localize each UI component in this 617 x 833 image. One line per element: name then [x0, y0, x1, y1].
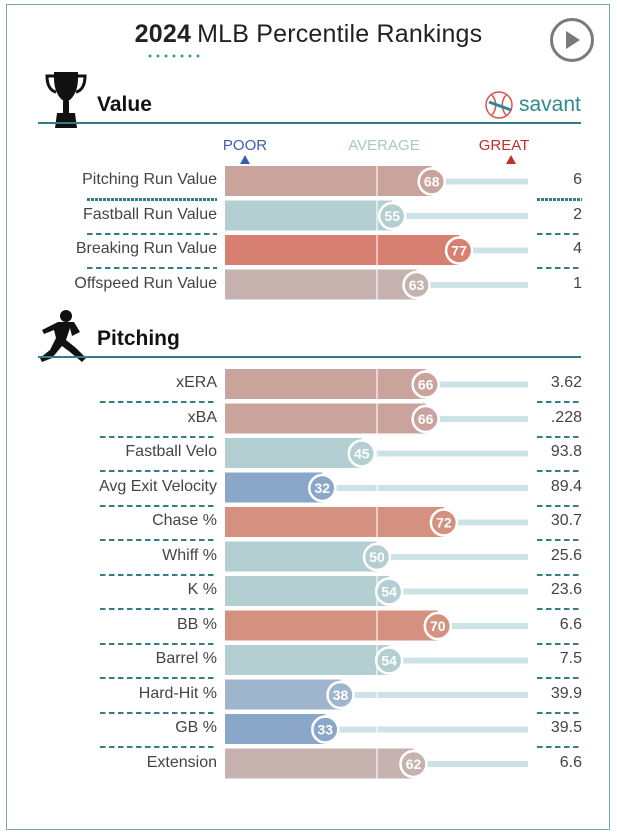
savant-brand-text: savant	[519, 93, 581, 116]
row-separator-left	[100, 435, 217, 438]
metric-label: K %	[187, 581, 217, 598]
metric-value: 39.9	[550, 684, 582, 702]
metric-row[interactable]: Breaking Run Value 4	[0, 235, 617, 267]
section-title-value: Value	[97, 93, 152, 116]
metric-value: 3.62	[550, 374, 582, 391]
row-separator-right	[537, 232, 582, 235]
section-divider-value	[38, 122, 581, 124]
metric-value: 23.6	[550, 581, 582, 598]
row-separator-right	[537, 539, 582, 541]
metric-label: Fastball Run Value	[83, 205, 217, 223]
row-separator-left	[100, 504, 217, 507]
metric-label: Chase %	[152, 512, 217, 529]
trophy-icon	[44, 70, 88, 135]
metric-label: Barrel %	[155, 650, 217, 667]
metric-label: Whiff %	[162, 546, 217, 564]
metric-value: 4	[573, 240, 582, 257]
metric-label: BB %	[176, 615, 217, 633]
metric-label: Extension	[146, 753, 217, 771]
row-separator-left	[100, 470, 217, 472]
metric-row[interactable]: BB % 6.6	[0, 611, 617, 643]
scale-label-average: AVERAGE	[348, 137, 420, 154]
metric-row[interactable]: Offspeed Run Value 1	[0, 270, 617, 302]
metric-value: 6	[573, 171, 582, 188]
metric-row[interactable]: Hard-Hit % 39.9	[0, 680, 617, 712]
metric-value: .228	[550, 408, 582, 426]
row-separator-right	[537, 198, 582, 201]
metric-row[interactable]: xBA .228	[0, 404, 617, 436]
row-separator-left	[100, 539, 217, 541]
metric-row[interactable]: xERA 3.62	[0, 369, 617, 401]
metric-value: 89.4	[550, 477, 582, 495]
metric-value: 6.6	[559, 615, 582, 633]
row-separator-left	[87, 198, 217, 201]
metric-row[interactable]: Fastball Velo 93.8	[0, 438, 617, 470]
metric-label: Breaking Run Value	[75, 240, 217, 257]
metric-label: Avg Exit Velocity	[99, 477, 217, 495]
scale-arrow-great	[506, 155, 516, 164]
metric-row[interactable]: Extension 6.6	[0, 749, 617, 781]
metric-label: Hard-Hit %	[138, 684, 217, 702]
metric-value: 1	[573, 274, 582, 292]
metric-label: GB %	[175, 719, 217, 736]
section-title-pitching: Pitching	[97, 327, 180, 350]
metric-value: 7.5	[559, 650, 582, 667]
row-separator-left	[100, 642, 217, 645]
pitcher-icon	[36, 308, 94, 369]
row-separator-right	[537, 642, 582, 645]
page-title: 2024 MLB Percentile Rankings	[135, 20, 483, 48]
play-icon	[566, 31, 580, 49]
row-separator-right	[537, 504, 582, 507]
metric-value: 6.6	[559, 753, 582, 771]
metric-value: 30.7	[550, 512, 582, 529]
row-separator-left	[87, 267, 217, 269]
row-separator-right	[537, 435, 582, 438]
metric-row[interactable]: Chase % 30.7	[0, 507, 617, 539]
metric-row[interactable]: Fastball Run Value 2	[0, 201, 617, 233]
row-separator-right	[537, 573, 582, 576]
metric-row[interactable]: Pitching Run Value 6	[0, 166, 617, 198]
row-separator-left	[100, 677, 217, 679]
title-underline-dots	[146, 54, 200, 58]
row-separator-right	[537, 677, 582, 679]
metric-row[interactable]: Barrel % 7.5	[0, 645, 617, 677]
metric-label: Fastball Velo	[125, 443, 217, 460]
metric-row[interactable]: Avg Exit Velocity 89.4	[0, 473, 617, 505]
metric-label: Offspeed Run Value	[74, 274, 217, 292]
page-title-wrap: 2024 MLB Percentile Rankings	[0, 20, 617, 49]
title-text: MLB Percentile Rankings	[197, 20, 483, 48]
metric-value: 39.5	[550, 719, 582, 736]
row-separator-left	[100, 608, 217, 610]
title-year: 2024	[134, 20, 192, 48]
metric-label: Pitching Run Value	[82, 171, 217, 188]
row-separator-right	[537, 267, 582, 269]
metric-row[interactable]: GB % 39.5	[0, 714, 617, 746]
row-separator-right	[537, 401, 582, 403]
section-divider-pitching	[38, 356, 581, 358]
row-separator-right	[537, 746, 582, 748]
metric-value: 25.6	[550, 546, 582, 564]
scale-label-great: GREAT	[478, 137, 530, 154]
baseball-icon	[485, 91, 513, 119]
play-button[interactable]	[550, 18, 594, 62]
row-separator-left	[100, 573, 217, 576]
row-separator-left	[100, 711, 217, 714]
row-separator-right	[537, 711, 582, 714]
row-separator-left	[87, 232, 217, 235]
row-separator-right	[537, 608, 582, 610]
metric-value: 93.8	[550, 443, 582, 460]
metric-label: xBA	[187, 408, 217, 426]
scale-label-poor: POOR	[222, 137, 268, 154]
scale-arrow-poor	[240, 155, 250, 164]
row-separator-left	[100, 401, 217, 403]
metric-value: 2	[573, 205, 582, 223]
row-separator-right	[537, 470, 582, 472]
metric-label: xERA	[176, 374, 217, 391]
metric-row[interactable]: Whiff % 25.6	[0, 542, 617, 574]
row-separator-left	[100, 746, 217, 748]
savant-logo[interactable]: savant	[484, 90, 581, 120]
metric-row[interactable]: K % 23.6	[0, 576, 617, 608]
